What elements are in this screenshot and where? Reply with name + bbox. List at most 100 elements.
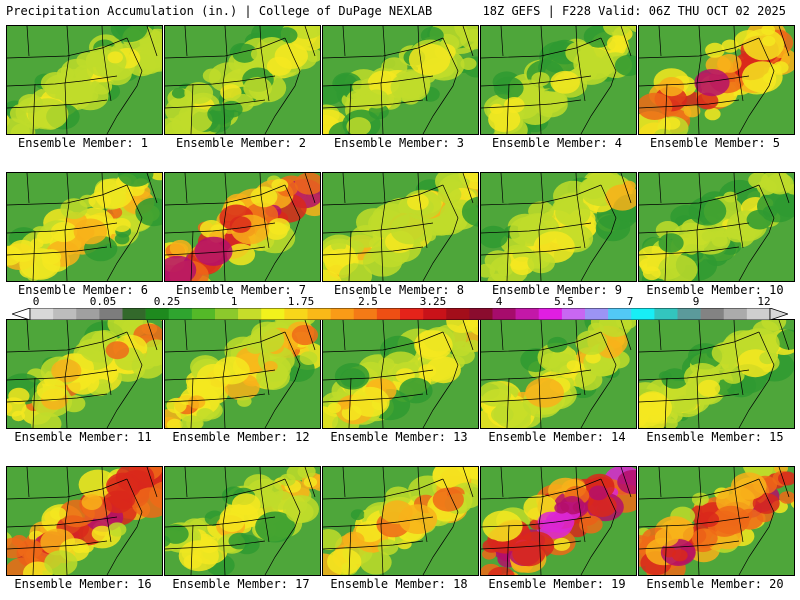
scale-swatch	[330, 308, 355, 320]
scale-swatch	[654, 308, 678, 320]
scale-swatch	[122, 308, 146, 320]
scale-label: 4	[495, 295, 503, 308]
precip-field	[481, 320, 636, 428]
scale-swatch	[261, 308, 285, 320]
scale-swatch	[400, 308, 424, 320]
member-label: Ensemble Member: 17	[172, 577, 310, 591]
member-map-panel	[164, 319, 321, 429]
scale-swatch	[353, 308, 378, 320]
scale-swatch	[746, 308, 771, 320]
precip-field	[165, 467, 320, 575]
scale-label: 0.05	[89, 295, 117, 308]
state-borders	[639, 26, 790, 134]
member-map-panel	[164, 466, 321, 576]
color-scale-bar	[12, 308, 788, 320]
member-label: Ensemble Member: 5	[649, 136, 781, 150]
state-borders	[481, 467, 632, 575]
member-label: Ensemble Member: 4	[491, 136, 623, 150]
scale-swatch	[585, 308, 609, 320]
scale-swatch	[284, 308, 308, 320]
member-label: Ensemble Member: 20	[646, 577, 784, 591]
scale-swatch	[631, 308, 655, 320]
precip-field	[7, 26, 162, 134]
precip-field	[639, 173, 794, 281]
member-map-panel	[480, 466, 637, 576]
scale-swatch	[423, 308, 447, 320]
precip-field	[323, 26, 478, 134]
state-borders	[7, 320, 158, 428]
precip-map	[481, 173, 636, 281]
precip-map	[7, 173, 162, 281]
state-borders	[323, 173, 474, 281]
precip-field	[7, 173, 162, 281]
precip-field	[165, 320, 320, 428]
scale-swatch	[515, 308, 540, 320]
member-map-panel	[322, 319, 479, 429]
state-borders	[639, 467, 790, 575]
member-label: Ensemble Member: 16	[14, 577, 152, 591]
precip-field	[165, 173, 320, 281]
scale-label: 5.5	[554, 295, 574, 308]
state-borders	[165, 320, 316, 428]
state-borders	[481, 173, 632, 281]
precip-field	[165, 26, 320, 134]
member-label: Ensemble Member: 3	[333, 136, 465, 150]
precip-map	[7, 467, 162, 575]
member-label: Ensemble Member: 14	[488, 430, 626, 444]
scale-label: 2.5	[358, 295, 378, 308]
member-label: Ensemble Member: 11	[14, 430, 152, 444]
precip-map	[639, 173, 794, 281]
scale-swatch	[561, 308, 586, 320]
member-label: Ensemble Member: 6	[17, 283, 149, 297]
precip-map	[323, 26, 478, 134]
state-borders	[481, 320, 632, 428]
state-borders	[165, 467, 316, 575]
scale-label: 0	[32, 295, 40, 308]
member-label: Ensemble Member: 12	[172, 430, 310, 444]
precip-map	[323, 467, 478, 575]
member-label: Ensemble Member: 10	[646, 283, 784, 297]
precip-map	[7, 26, 162, 134]
scale-label: 9	[692, 295, 700, 308]
map-title: Precipitation Accumulation (in.) | Colle…	[6, 4, 433, 18]
precip-map	[165, 26, 320, 134]
state-borders	[323, 467, 474, 575]
member-map-panel	[480, 172, 637, 282]
member-map-panel	[638, 466, 795, 576]
scale-swatch	[677, 308, 701, 320]
scale-swatch	[307, 308, 331, 320]
precip-map	[323, 320, 478, 428]
state-borders	[7, 26, 158, 134]
scale-swatch	[608, 308, 632, 320]
member-label: Ensemble Member: 1	[17, 136, 149, 150]
state-borders	[639, 173, 790, 281]
member-map-panel	[6, 25, 163, 135]
precip-map	[165, 173, 320, 281]
scale-swatch	[238, 308, 262, 320]
member-label: Ensemble Member: 8	[333, 283, 465, 297]
member-map-panel	[164, 172, 321, 282]
scale-swatch	[700, 308, 725, 320]
precip-field	[639, 26, 794, 134]
scale-swatch	[145, 308, 170, 320]
member-map-panel	[6, 319, 163, 429]
state-borders	[481, 26, 632, 134]
scale-min-arrow	[12, 308, 31, 320]
state-borders	[165, 173, 316, 281]
scale-swatch	[53, 308, 77, 320]
member-label: Ensemble Member: 13	[330, 430, 468, 444]
state-borders	[323, 320, 474, 428]
member-label: Ensemble Member: 7	[175, 283, 307, 297]
run-info: 18Z GEFS | F228 Valid: 06Z THU OCT 02 20…	[482, 4, 786, 18]
scale-max-arrow	[769, 308, 788, 320]
scale-label: 0.25	[153, 295, 181, 308]
member-label: Ensemble Member: 9	[491, 283, 623, 297]
member-map-panel	[480, 319, 637, 429]
member-map-panel	[6, 172, 163, 282]
scale-swatch	[723, 308, 748, 320]
member-map-panel	[480, 25, 637, 135]
precip-map	[639, 26, 794, 134]
scale-swatch	[99, 308, 123, 320]
precip-map	[481, 467, 636, 575]
member-map-panel	[638, 25, 795, 135]
